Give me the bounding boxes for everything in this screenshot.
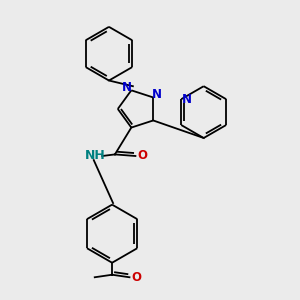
Text: O: O bbox=[137, 149, 147, 163]
Text: N: N bbox=[152, 88, 162, 101]
Text: N: N bbox=[122, 81, 132, 94]
Text: NH: NH bbox=[85, 149, 106, 163]
Text: O: O bbox=[131, 271, 141, 284]
Text: N: N bbox=[182, 93, 192, 106]
